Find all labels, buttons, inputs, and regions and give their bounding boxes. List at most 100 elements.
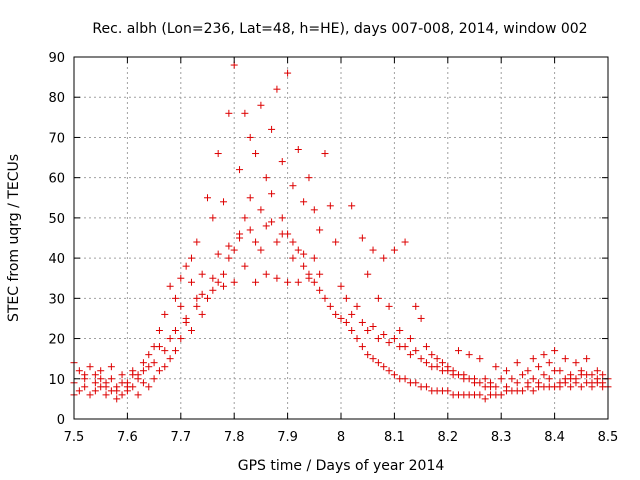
data-point (273, 85, 281, 93)
x-tick-label: 7.7 (170, 430, 191, 445)
data-point (540, 351, 548, 359)
data-point (599, 379, 607, 387)
data-point (529, 387, 537, 395)
y-tick-label: 20 (48, 333, 65, 348)
data-point (236, 234, 244, 242)
data-point (289, 238, 297, 246)
data-point (241, 214, 249, 222)
data-point (524, 379, 532, 387)
data-point (401, 343, 409, 351)
data-point (209, 274, 217, 282)
data-point (91, 371, 99, 379)
data-point (316, 286, 324, 294)
data-point (454, 371, 462, 379)
data-point (236, 166, 244, 174)
data-point (310, 254, 318, 262)
data-point (268, 190, 276, 198)
data-point (155, 343, 163, 351)
data-point (385, 339, 393, 347)
data-point (497, 391, 505, 399)
data-point (166, 335, 174, 343)
data-point (300, 262, 308, 270)
data-point (406, 335, 414, 343)
data-point (561, 355, 569, 363)
data-point (241, 262, 249, 270)
data-point (193, 294, 201, 302)
data-point (481, 375, 489, 383)
data-point (86, 391, 94, 399)
y-tick-label: 70 (48, 131, 65, 146)
data-point (257, 206, 265, 214)
data-point (204, 194, 211, 202)
data-point (513, 359, 521, 367)
data-point (524, 367, 532, 375)
data-point (487, 383, 495, 391)
data-point (390, 371, 398, 379)
data-point (476, 391, 484, 399)
data-point (316, 226, 324, 234)
data-point (97, 367, 105, 375)
data-point (364, 327, 372, 335)
data-point (278, 158, 286, 166)
data-point (198, 290, 206, 298)
data-point (102, 391, 110, 399)
grid (74, 57, 608, 419)
data-point (572, 359, 580, 367)
data-point (444, 387, 452, 395)
data-point (348, 327, 356, 335)
data-point (337, 314, 345, 322)
data-point (326, 202, 334, 210)
data-point (118, 391, 126, 399)
data-point (374, 335, 382, 343)
data-point (364, 270, 372, 278)
data-point (369, 322, 377, 330)
data-point (252, 150, 260, 158)
data-point (294, 146, 302, 154)
data-point (305, 174, 313, 182)
data-point (401, 238, 409, 246)
data-point (182, 262, 190, 270)
data-point (348, 202, 356, 210)
data-point (321, 294, 329, 302)
data-point (102, 383, 110, 391)
data-point (519, 387, 527, 395)
data-point (310, 278, 318, 286)
x-tick-label: 7.9 (277, 430, 298, 445)
data-point (481, 395, 489, 403)
data-point (422, 359, 430, 367)
y-tick-label: 50 (48, 212, 65, 227)
data-point (396, 327, 404, 335)
data-point (284, 69, 292, 77)
data-point (519, 371, 527, 379)
x-tick-label: 7.5 (64, 430, 85, 445)
data-point (412, 379, 420, 387)
data-point (118, 371, 126, 379)
data-point (358, 318, 366, 326)
data-point (171, 294, 179, 302)
data-point (177, 302, 185, 310)
data-point (551, 347, 559, 355)
data-point (139, 379, 147, 387)
data-point (177, 274, 185, 282)
data-point (145, 383, 153, 391)
data-point (193, 238, 201, 246)
data-point (134, 371, 142, 379)
data-point (187, 254, 195, 262)
data-point (535, 379, 543, 387)
data-point (438, 359, 446, 367)
data-point (332, 310, 340, 318)
data-point (390, 246, 398, 254)
data-point (230, 278, 238, 286)
data-point (545, 359, 553, 367)
data-point (406, 351, 414, 359)
data-point (139, 359, 147, 367)
data-point (204, 294, 211, 302)
data-point (412, 302, 420, 310)
y-tick-label: 90 (48, 51, 65, 66)
x-tick-label: 7.6 (117, 430, 138, 445)
data-point (257, 101, 265, 109)
data-point (374, 294, 382, 302)
data-point (107, 375, 115, 383)
data-point (422, 343, 430, 351)
data-point (214, 278, 222, 286)
